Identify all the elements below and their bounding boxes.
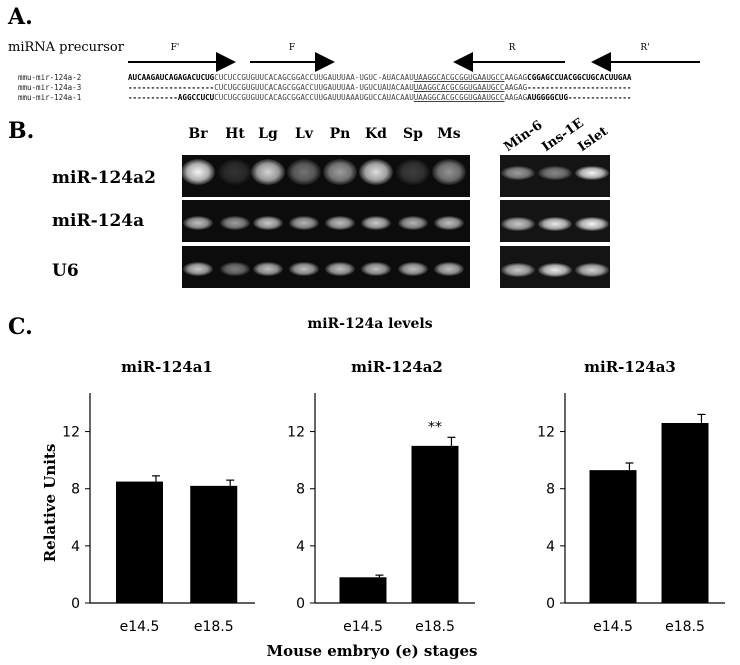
x-tick-label: e14.5: [120, 619, 160, 635]
y-axis-title: Relative Units: [41, 444, 59, 563]
sequence-text: -------------------CUCUGCGUGUUCACAGCGGAC…: [128, 83, 632, 92]
bar: [411, 445, 459, 603]
significance-marker: **: [428, 419, 442, 435]
bar-charts: miR-124a1 0 4 8 12 e14.5 e18.5 miR-124a2 0 4 8 12 e1…: [41, 358, 725, 660]
gel-band: [289, 216, 319, 230]
y-tick-label: 8: [546, 482, 555, 498]
gel-band: [220, 216, 250, 230]
gel-band: [218, 159, 252, 185]
gel-band: [501, 166, 535, 180]
cell-gel-strip: [500, 155, 610, 197]
gel-band: [359, 159, 393, 185]
gel-band: [538, 263, 572, 277]
gel-band: [325, 262, 355, 276]
cell-gel-strip: [500, 246, 610, 288]
gel-row-label: miR-124a2: [52, 168, 156, 188]
gel-band: [575, 217, 609, 231]
tissue-lane-label: Ht: [225, 126, 245, 142]
gel-row-label: miR-124a: [52, 211, 145, 231]
y-tick-label: 12: [287, 425, 305, 441]
primer-label: R: [509, 43, 516, 53]
gel-band: [575, 166, 609, 180]
sequence-text: -----------AGGCCUCUCUCUGCGUGUUCACAGCGGAC…: [128, 93, 632, 102]
gel-band: [361, 262, 391, 276]
sequence-name: mmu-mir-124a-3: [18, 83, 82, 92]
precursor-label: miRNA precursor: [8, 40, 124, 55]
y-tick-label: 4: [296, 539, 305, 555]
chart-title: miR-124a1: [121, 358, 213, 376]
gel-band: [183, 216, 213, 230]
y-tick-label: 0: [546, 596, 555, 612]
bar: [661, 423, 709, 603]
y-tick-label: 8: [71, 482, 80, 498]
gel-band: [181, 159, 215, 185]
gel-band: [434, 262, 464, 276]
gel-band: [538, 217, 572, 231]
gel-band: [398, 262, 428, 276]
sequence-text: AUCAAGAUCAGAGACUCUGCUCUCCGUGUUCACAGCGGAC…: [128, 73, 632, 82]
primer-label: F: [289, 43, 295, 53]
panel-c-heading: miR-124a levels: [307, 316, 433, 332]
y-tick-label: 0: [71, 596, 80, 612]
gel-band: [183, 262, 213, 276]
y-tick-label: 12: [537, 425, 555, 441]
x-tick-label: e18.5: [665, 619, 705, 635]
y-tick-label: 8: [296, 482, 305, 498]
chart-title: miR-124a2: [351, 358, 443, 376]
primer-label: F': [171, 43, 180, 53]
tissue-lane-label: Br: [188, 126, 208, 142]
panel-c-letter: C.: [8, 314, 33, 340]
tissue-lane-label: Kd: [365, 126, 387, 142]
y-tick-label: 12: [62, 425, 80, 441]
gel-band: [251, 159, 285, 185]
gel-band: [287, 159, 321, 185]
sequence-name: mmu-mir-124a-2: [18, 73, 82, 82]
tissue-lane-label: Pn: [329, 126, 351, 142]
bar: [190, 485, 238, 603]
tissue-gel-strip: [182, 246, 470, 288]
gel-band: [220, 262, 250, 276]
gel-band: [575, 263, 609, 277]
bar: [589, 470, 637, 603]
x-tick-label: e14.5: [593, 619, 633, 635]
x-tick-label: e18.5: [194, 619, 234, 635]
chart-title: miR-124a3: [584, 358, 676, 376]
gel-band: [434, 216, 464, 230]
tissue-lane-label: Lg: [258, 126, 278, 142]
panel-a-letter: A.: [8, 4, 33, 30]
tissue-lane-label: Lv: [295, 126, 313, 142]
gel-band: [361, 216, 391, 230]
x-tick-label: e14.5: [343, 619, 383, 635]
primer-label: R': [640, 43, 649, 53]
gel-row-label: U6: [52, 261, 79, 281]
gel-band: [501, 217, 535, 231]
x-tick-label: e18.5: [415, 619, 455, 635]
primer-arrows: F' F R R': [128, 43, 700, 72]
gel-band: [398, 216, 428, 230]
gel-band: [396, 159, 430, 185]
panel-b-letter: B.: [8, 118, 35, 144]
gel-band: [323, 159, 357, 185]
sequence-name: mmu-mir-124a-1: [18, 93, 82, 102]
tissue-lane-label: Sp: [403, 126, 423, 142]
tissue-lane-label: Ms: [437, 126, 461, 142]
gel-band: [538, 166, 572, 180]
gel-band: [501, 263, 535, 277]
y-tick-label: 4: [71, 539, 80, 555]
cell-gel-strip: [500, 200, 610, 242]
bar: [339, 577, 387, 603]
y-tick-label: 0: [296, 596, 305, 612]
x-axis-title: Mouse embryo (e) stages: [266, 642, 477, 660]
gel-band: [432, 159, 466, 185]
gel-band: [253, 216, 283, 230]
cell-lane-label: Min-6: [501, 117, 546, 155]
bar: [116, 481, 163, 603]
gel-band: [253, 262, 283, 276]
tissue-gel-strip: [182, 200, 470, 242]
tissue-gel-strip: [181, 155, 470, 197]
gel-band: [325, 216, 355, 230]
gel-band: [289, 262, 319, 276]
y-tick-label: 4: [546, 539, 555, 555]
